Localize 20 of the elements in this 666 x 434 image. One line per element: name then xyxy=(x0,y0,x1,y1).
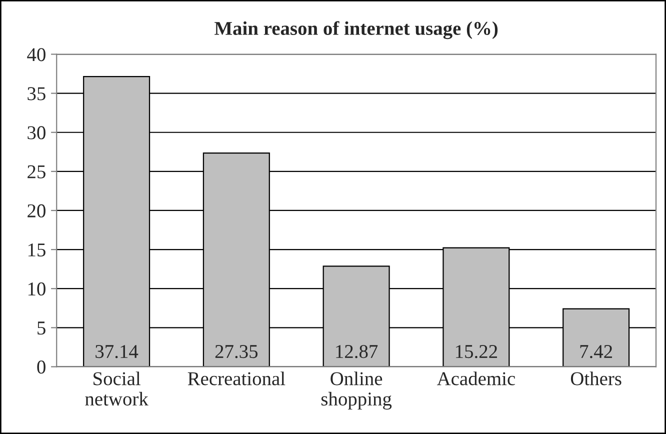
x-tick-label: Others xyxy=(570,372,622,386)
y-tick-label: 10 xyxy=(28,282,46,296)
x-tick-label: Recreational xyxy=(188,372,286,386)
data-label: 37.14 xyxy=(96,345,138,358)
chart-title: Main reason of internet usage (%) xyxy=(214,21,498,40)
y-tick-label: 40 xyxy=(27,48,46,62)
data-label: 27.35 xyxy=(215,345,258,358)
y-tick-label: 25 xyxy=(28,165,46,178)
y-tick-label: 5 xyxy=(38,322,46,335)
y-tick-label: 35 xyxy=(28,87,46,100)
data-label: 12.87 xyxy=(336,344,378,358)
data-label: 15.22 xyxy=(456,345,497,358)
y-tick-label: 0 xyxy=(37,360,46,374)
x-tick-label: Academic xyxy=(436,372,515,386)
y-tick-label: 30 xyxy=(28,126,46,140)
x-tick-label: Social network xyxy=(85,372,148,406)
x-tick-label: Online shopping xyxy=(321,372,392,410)
y-tick-label: 20 xyxy=(28,204,46,218)
y-tick-label: 15 xyxy=(28,243,46,256)
data-label: 7.42 xyxy=(580,345,612,358)
